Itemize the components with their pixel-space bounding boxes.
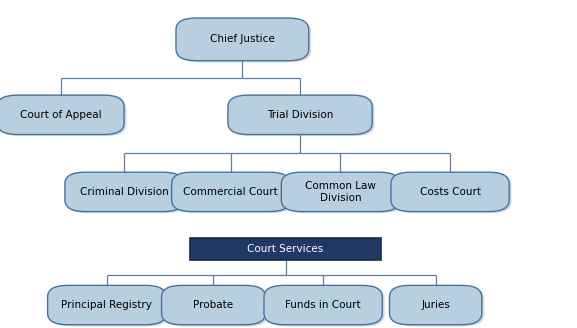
- Text: Funds in Court: Funds in Court: [285, 300, 361, 310]
- FancyBboxPatch shape: [391, 172, 509, 212]
- Text: Trial Division: Trial Division: [267, 110, 334, 120]
- FancyBboxPatch shape: [65, 172, 183, 212]
- FancyBboxPatch shape: [0, 97, 126, 136]
- FancyBboxPatch shape: [0, 95, 124, 134]
- FancyBboxPatch shape: [264, 285, 382, 325]
- FancyBboxPatch shape: [394, 174, 511, 213]
- FancyBboxPatch shape: [67, 174, 186, 213]
- FancyBboxPatch shape: [283, 174, 402, 213]
- Text: Costs Court: Costs Court: [419, 187, 481, 197]
- FancyBboxPatch shape: [176, 18, 309, 61]
- FancyBboxPatch shape: [281, 172, 399, 212]
- Text: Court Services: Court Services: [248, 244, 324, 254]
- FancyBboxPatch shape: [389, 285, 482, 325]
- FancyBboxPatch shape: [178, 20, 311, 62]
- FancyBboxPatch shape: [172, 172, 290, 212]
- FancyBboxPatch shape: [164, 287, 268, 326]
- Text: Court of Appeal: Court of Appeal: [20, 110, 102, 120]
- Text: Probate: Probate: [193, 300, 234, 310]
- FancyBboxPatch shape: [392, 287, 484, 326]
- Text: Commercial Court: Commercial Court: [183, 187, 278, 197]
- Text: Chief Justice: Chief Justice: [210, 34, 275, 44]
- FancyBboxPatch shape: [47, 285, 166, 325]
- Text: Principal Registry: Principal Registry: [61, 300, 152, 310]
- Text: Criminal Division: Criminal Division: [80, 187, 168, 197]
- Text: Common Law
Division: Common Law Division: [305, 181, 376, 203]
- Text: Juries: Juries: [421, 300, 450, 310]
- FancyBboxPatch shape: [230, 97, 374, 136]
- FancyBboxPatch shape: [162, 285, 265, 325]
- FancyBboxPatch shape: [190, 238, 381, 260]
- FancyBboxPatch shape: [267, 287, 384, 326]
- FancyBboxPatch shape: [174, 174, 292, 213]
- FancyBboxPatch shape: [228, 95, 372, 134]
- FancyBboxPatch shape: [50, 287, 168, 326]
